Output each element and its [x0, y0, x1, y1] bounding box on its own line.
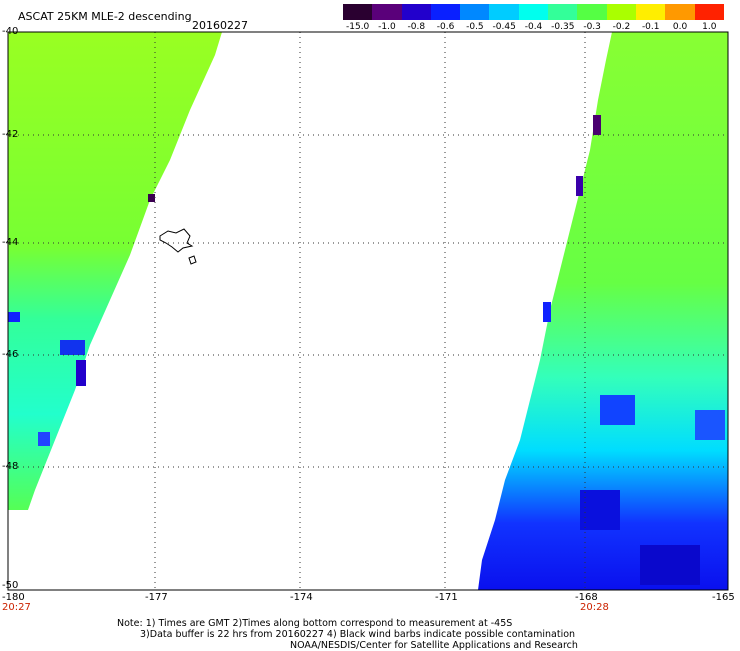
lon-label: -165: [712, 592, 735, 603]
swath-pixel: [543, 302, 551, 322]
swath-pixel: [640, 545, 700, 585]
lon-label: -180: [2, 592, 25, 603]
color-scale-segment: [606, 4, 636, 20]
island-outline-small: [188, 255, 197, 265]
color-scale-label: 1.0: [702, 22, 717, 32]
note-line-2: 3)Data buffer is 22 hrs from 20160227 4)…: [140, 629, 576, 640]
time-label: 20:28: [580, 602, 609, 613]
lon-label: -177: [145, 592, 168, 603]
color-scale-label: -1.0: [378, 22, 396, 32]
color-scale-segment: [577, 4, 607, 20]
swath-pixel: [148, 194, 155, 202]
color-scale-bar: [343, 4, 724, 20]
note-line-3: NOAA/NESDIS/Center for Satellite Applica…: [290, 640, 578, 651]
lat-label: -50: [2, 580, 19, 591]
color-scale-label: 0.0: [672, 22, 688, 32]
color-scale-segment: [343, 4, 373, 20]
lat-label: -48: [2, 461, 19, 472]
swath-pixel: [695, 410, 725, 440]
lon-label: -171: [435, 592, 458, 603]
color-scale-segment: [372, 4, 402, 20]
color-scale-label: -0.45: [492, 22, 516, 32]
color-scale-label: -0.6: [436, 22, 455, 32]
island-outline: [159, 228, 194, 253]
product-title: ASCAT 25KM MLE-2 descending: [18, 10, 192, 23]
color-scale-label: -0.35: [551, 22, 575, 32]
swath-pixel: [8, 312, 20, 322]
product-date: 20160227: [192, 19, 248, 32]
note-line-1: Note: 1) Times are GMT 2)Times along bot…: [117, 618, 513, 629]
right-swath: [478, 32, 728, 590]
swath-pixel: [580, 490, 620, 530]
lat-label: -42: [2, 129, 19, 140]
color-scale-segment: [548, 4, 578, 20]
color-scale-segment: [635, 4, 666, 20]
color-scale-label: -0.8: [407, 22, 426, 32]
lat-label: -40: [2, 26, 19, 37]
color-scale-segment: [460, 4, 490, 20]
map-frame: [7, 31, 729, 591]
lat-label: -44: [2, 237, 19, 248]
color-scale-label: -0.2: [612, 22, 631, 32]
color-scale-segment: [694, 4, 724, 20]
time-label: 20:27: [2, 602, 31, 613]
grid: [8, 32, 728, 590]
color-scale-segment: [518, 4, 549, 20]
lon-label: -174: [290, 592, 313, 603]
lat-label: -46: [2, 349, 19, 360]
swath-pixel: [60, 340, 85, 355]
color-scale-segment: [430, 4, 461, 20]
left-swath: [8, 32, 222, 510]
color-scale-label: -15.0: [345, 22, 370, 32]
color-scale-label: -0.4: [524, 22, 543, 32]
color-scale-label: -0.1: [641, 22, 660, 32]
swath-pixel: [600, 395, 635, 425]
color-scale-segment: [401, 4, 431, 20]
color-scale-label: -0.3: [583, 22, 601, 32]
swath-pixel: [593, 115, 601, 135]
color-scale-label: -0.5: [466, 22, 484, 32]
swath-pixel: [576, 176, 583, 196]
color-scale-segment: [489, 4, 519, 20]
lon-label: -168: [575, 592, 598, 603]
color-scale-segment: [665, 4, 695, 20]
swath-pixel: [38, 432, 50, 446]
swath-pixel: [76, 360, 86, 386]
